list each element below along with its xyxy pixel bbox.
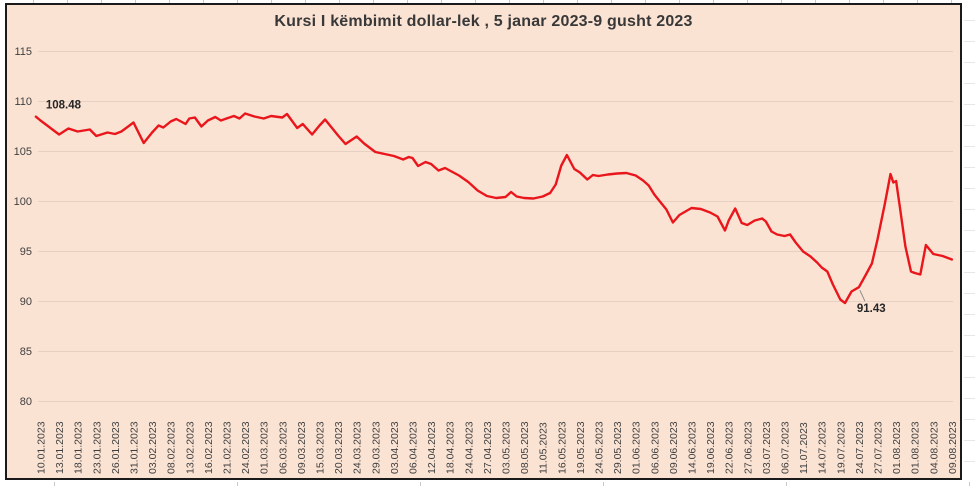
x-axis-tick-label: 06.07.2023 xyxy=(780,421,792,474)
x-axis-tick-label: 18.04.2023 xyxy=(445,421,457,474)
x-axis-tick-label: 14.07.2023 xyxy=(817,421,829,474)
x-axis-tick-label: 29.03.2023 xyxy=(370,421,382,474)
spreadsheet-top-margin xyxy=(0,0,975,3)
x-axis-tick-label: 03.07.2023 xyxy=(761,421,773,474)
x-axis-tick-label: 09.03.2023 xyxy=(296,421,308,474)
x-axis-tick-label: 19.06.2023 xyxy=(705,421,717,474)
x-axis-tick-label: 27.04.2023 xyxy=(482,421,494,474)
y-axis-tick-label: 100 xyxy=(14,196,32,208)
x-axis-tick-label: 19.07.2023 xyxy=(835,421,847,474)
x-axis-tick-label: 29.05.2023 xyxy=(612,421,624,474)
x-axis-tick-label: 03.02.2023 xyxy=(147,421,159,474)
x-axis-tick-label: 01.08.2023 xyxy=(910,421,922,474)
annotation-leader-line xyxy=(859,289,866,302)
spreadsheet-right-margin xyxy=(964,0,975,489)
y-axis-tick-label: 90 xyxy=(20,296,32,308)
spreadsheet-bottom-margin xyxy=(0,482,975,489)
x-axis-tick-label: 14.06.2023 xyxy=(687,421,699,474)
x-axis-tick-label: 31.01.2023 xyxy=(129,421,141,474)
x-axis-tick-label: 20.03.2023 xyxy=(333,421,345,474)
x-axis-tick-label: 06.04.2023 xyxy=(408,421,420,474)
x-axis-tick-label: 13.01.2023 xyxy=(54,421,66,474)
chart-title: Kursi I këmbimit dollar-lek , 5 janar 20… xyxy=(274,13,693,30)
x-axis-tick-label: 19.05.2023 xyxy=(575,421,587,474)
x-axis-tick-label: 06.03.2023 xyxy=(277,421,289,474)
y-axis-tick-label: 115 xyxy=(14,46,32,58)
x-axis-tick-label: 08.05.2023 xyxy=(519,421,531,474)
x-axis-tick-label: 03.04.2023 xyxy=(389,421,401,474)
x-axis-tick-label: 11.05.2023 xyxy=(538,422,550,474)
data-point-annotation: 91.43 xyxy=(857,303,886,315)
x-axis-tick-label: 24.07.2023 xyxy=(854,421,866,474)
x-axis-tick-label: 24.05.2023 xyxy=(594,421,606,474)
x-axis-tick-label: 23.01.2023 xyxy=(91,421,103,474)
x-axis-tick-label: 15.03.2023 xyxy=(315,421,327,474)
x-axis-tick-label: 24.04.2023 xyxy=(463,421,475,474)
x-axis-tick-label: 27.06.2023 xyxy=(742,421,754,474)
x-axis-tick-label: 16.02.2023 xyxy=(203,421,215,474)
spreadsheet-left-margin xyxy=(0,0,5,489)
x-axis-tick-label: 01.08.2023 xyxy=(891,421,903,474)
x-axis-tick-label: 18.01.2023 xyxy=(73,421,85,474)
y-axis-tick-label: 110 xyxy=(14,96,32,108)
exchange-rate-line xyxy=(34,112,954,305)
chart-area: Kursi I këmbimit dollar-lek , 5 janar 20… xyxy=(5,3,962,480)
x-axis-tick-label: 09.08.2023 xyxy=(947,421,959,474)
x-axis-tick-label: 01.06.2023 xyxy=(631,421,643,474)
data-point-annotation: 108.48 xyxy=(46,100,82,112)
x-axis-tick-label: 22.06.2023 xyxy=(724,421,736,474)
x-axis-tick-label: 26.01.2023 xyxy=(110,421,122,474)
exchange-rate-plot: 115 110 105 100 95 90 85 80 10.01.2023 13.01.2023… xyxy=(14,46,959,474)
x-axis-tick-label: 06.06.2023 xyxy=(649,421,661,474)
x-axis-tick-label: 08.02.2023 xyxy=(166,421,178,474)
x-axis-tick-label: 21.02.2023 xyxy=(222,421,234,474)
x-axis-tick-label: 03.05.2023 xyxy=(501,421,513,474)
x-axis-tick-label: 01.03.2023 xyxy=(259,421,271,474)
x-axis-tick-label: 09.06.2023 xyxy=(668,421,680,474)
x-axis-tick-label: 13.02.2023 xyxy=(184,421,196,474)
x-axis-tick-label: 27.07.2023 xyxy=(873,421,885,474)
y-axis-tick-label: 95 xyxy=(20,246,32,258)
y-axis-tick-label: 105 xyxy=(14,146,32,158)
y-axis-tick-label: 85 xyxy=(20,346,32,358)
x-axis-tick-label: 10.01.2023 xyxy=(36,421,48,474)
x-axis-tick-label: 04.08.2023 xyxy=(928,421,940,474)
y-axis-tick-label: 80 xyxy=(20,396,32,408)
x-axis-tick-label: 24.02.2023 xyxy=(240,421,252,474)
x-axis-tick-label: 16.05.2023 xyxy=(556,421,568,474)
x-axis-tick-label: 11.07.2023 xyxy=(798,422,810,474)
x-axis-tick-label: 12.04.2023 xyxy=(426,421,438,474)
x-axis-tick-label: 24.03.2023 xyxy=(352,421,364,474)
